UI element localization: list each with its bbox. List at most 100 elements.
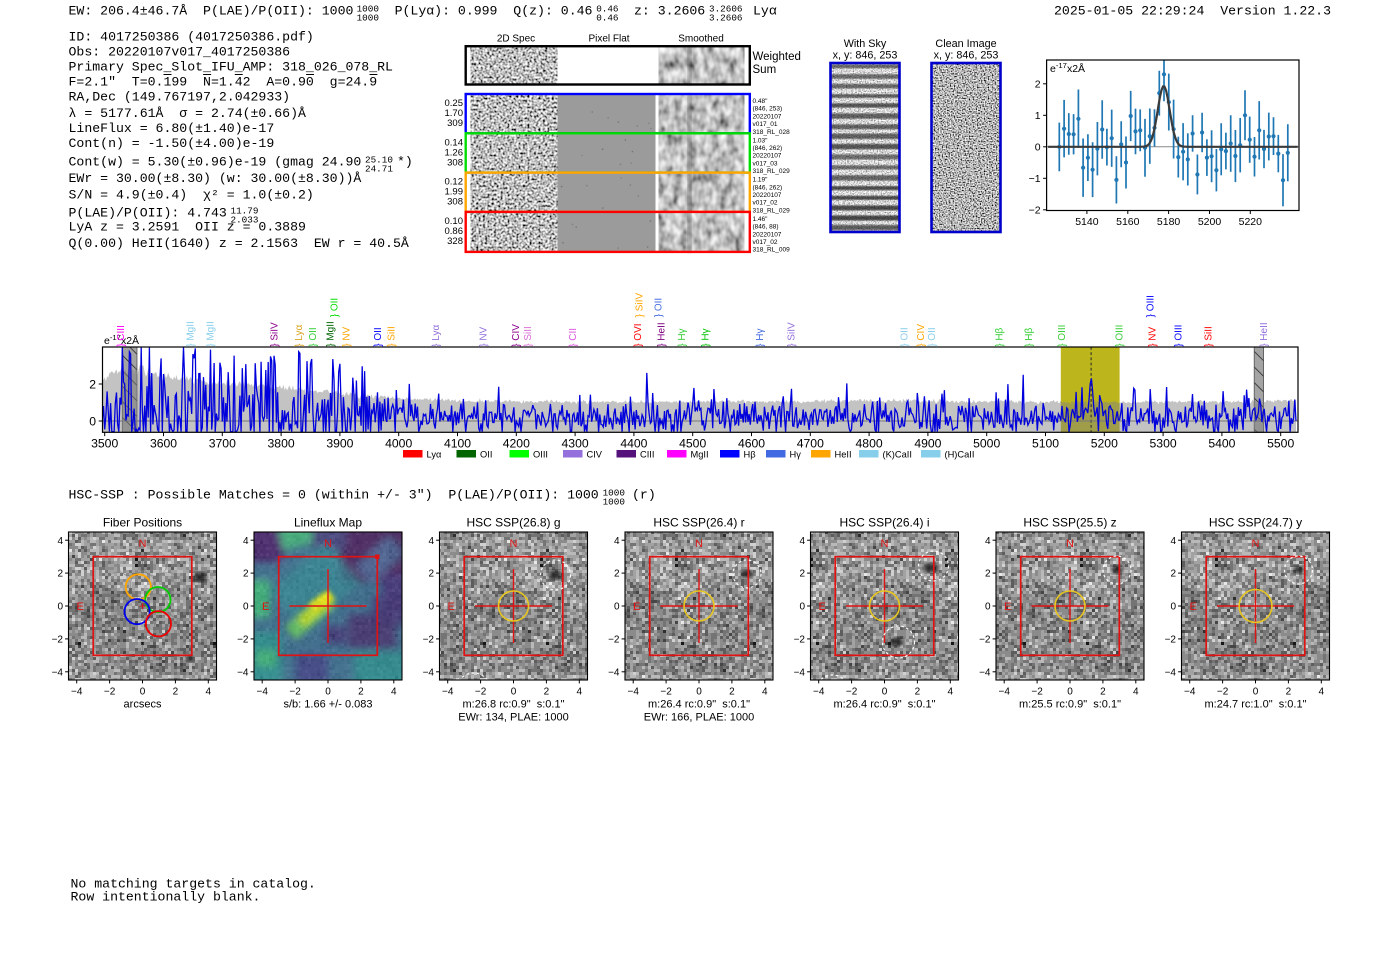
svg-text:S/N = 4.9(±0.4) χ² = 1.0(±0.2: S/N = 4.9(±0.4) χ² = 1.0(±0.2) [69, 188, 314, 203]
svg-text:} OII: } OII [927, 327, 938, 346]
svg-text:HSC SSP(26.8) g: HSC SSP(26.8) g [466, 516, 560, 530]
svg-text:−4: −4 [1165, 667, 1177, 678]
svg-text:1.03": 1.03" [753, 137, 769, 144]
svg-text:1.26: 1.26 [445, 147, 464, 158]
svg-text:x, y: 846, 253: x, y: 846, 253 [934, 50, 999, 62]
svg-text:5160: 5160 [1116, 216, 1140, 228]
svg-text:4900: 4900 [914, 437, 941, 451]
svg-text:−2: −2 [1165, 635, 1177, 646]
svg-text:(K)CaII: (K)CaII [883, 449, 912, 459]
svg-text:F=2.1" T=0.199 N=1.42 A=0.9: F=2.1" T=0.199 N=1.42 A=0.90 g=24.9 [69, 75, 378, 90]
svg-text:v017_03: v017_03 [753, 160, 778, 167]
svg-text:0: 0 [511, 686, 517, 697]
svg-text:(r): (r) [632, 488, 656, 503]
svg-text:20220107: 20220107 [753, 153, 782, 160]
svg-text:Sum: Sum [753, 64, 777, 76]
svg-text:2: 2 [915, 686, 921, 697]
svg-text:Hβ: Hβ [744, 449, 756, 459]
svg-text:0.48": 0.48" [753, 98, 769, 105]
svg-text:} NV: } NV [1147, 326, 1158, 346]
svg-text:E: E [1004, 601, 1011, 613]
svg-text:} OII: } OII [654, 298, 665, 317]
svg-text:4500: 4500 [679, 437, 706, 451]
svg-text:ID: 4017250386 (4017250386.pdf: ID: 4017250386 (4017250386.pdf) [69, 30, 314, 45]
svg-text:RA,Dec (149.767197,2.042933): RA,Dec (149.767197,2.042933) [69, 90, 291, 105]
svg-text:4: 4 [1170, 536, 1176, 547]
svg-text:} OIII: } OIII [1173, 325, 1184, 347]
svg-text:Pixel Flat: Pixel Flat [588, 34, 629, 45]
svg-text:308: 308 [447, 197, 463, 208]
svg-text:5140: 5140 [1075, 216, 1099, 228]
svg-text:E: E [262, 601, 269, 613]
svg-text:−4: −4 [71, 686, 83, 697]
svg-text:3700: 3700 [209, 437, 236, 451]
svg-text:0.86: 0.86 [445, 226, 464, 237]
svg-text:−4: −4 [979, 667, 991, 678]
svg-text:−2: −2 [237, 635, 249, 646]
svg-text:E: E [1190, 601, 1197, 613]
svg-text:} OII: } OII [308, 327, 319, 346]
svg-text:−4: −4 [52, 667, 64, 678]
svg-text:−4: −4 [442, 686, 454, 697]
svg-text:1: 1 [1035, 110, 1041, 122]
svg-text:HSC SSP(26.4) i: HSC SSP(26.4) i [839, 516, 929, 530]
svg-text:4: 4 [57, 536, 63, 547]
svg-text:Cont(w) = 5.30(±0.96)e-19 (gma: Cont(w) = 5.30(±0.96)e-19 (gmag 24.90 [69, 155, 362, 170]
svg-text:0: 0 [614, 602, 620, 613]
svg-text:2: 2 [729, 686, 735, 697]
svg-text:4: 4 [1133, 686, 1139, 697]
svg-text:−4: −4 [627, 686, 639, 697]
svg-text:HeII: HeII [835, 449, 852, 459]
svg-text:HSC SSP(24.7) y: HSC SSP(24.7) y [1209, 516, 1302, 530]
svg-text:} SiIV: } SiIV [635, 293, 646, 318]
svg-text:5500: 5500 [1267, 437, 1294, 451]
svg-text:−4: −4 [608, 667, 620, 678]
svg-text:328: 328 [447, 236, 463, 247]
svg-text:−4: −4 [794, 667, 806, 678]
svg-text:318_RL_029: 318_RL_029 [753, 168, 791, 175]
svg-text:4800: 4800 [856, 437, 883, 451]
svg-text:4: 4 [577, 686, 583, 697]
svg-text:E: E [819, 601, 826, 613]
svg-text:2: 2 [544, 686, 550, 697]
svg-text:−2: −2 [423, 635, 435, 646]
svg-text:OIII: OIII [533, 449, 548, 459]
svg-text:λ = 5177.61Å σ = 2.74(±0.66)Å: λ = 5177.61Å σ = 2.74(±0.66)Å [69, 106, 306, 121]
svg-text:−2: −2 [660, 686, 672, 697]
svg-text:} Lyα: } Lyα [431, 324, 442, 346]
svg-text:} MgII: } MgII [325, 321, 336, 347]
svg-text:4: 4 [985, 536, 991, 547]
svg-text:CIII: CIII [640, 449, 654, 459]
svg-text:0: 0 [89, 414, 96, 428]
svg-text:0: 0 [1035, 142, 1041, 154]
svg-text:2D Spec: 2D Spec [497, 34, 535, 45]
svg-text:N: N [324, 538, 332, 550]
svg-text:P(LAE)/P(OII): 4.743: P(LAE)/P(OII): 4.743 [69, 206, 227, 221]
svg-text:EWr = 30.00(±8.30) (w: 30.00(±: EWr = 30.00(±8.30) (w: 30.00(±8.30))Å [69, 171, 362, 186]
svg-text:m:26.4 rc:0.9" s:0.1": m:26.4 rc:0.9" s:0.1" [648, 699, 750, 711]
svg-text:0.12: 0.12 [445, 177, 464, 188]
svg-text:0.10: 0.10 [445, 216, 464, 227]
svg-text:309: 309 [447, 118, 463, 129]
svg-text:1000: 1000 [603, 496, 625, 507]
svg-text:−2: −2 [1031, 686, 1043, 697]
svg-text:Lyα: Lyα [753, 4, 777, 19]
svg-text:} OII: } OII [330, 298, 341, 317]
svg-text:−4: −4 [1184, 686, 1196, 697]
svg-text:20220107: 20220107 [753, 192, 782, 199]
svg-text:1.46": 1.46" [753, 216, 769, 223]
svg-text:318_RL_029: 318_RL_029 [753, 207, 791, 214]
svg-text:3.2606: 3.2606 [709, 12, 742, 23]
svg-text:24.71: 24.71 [365, 163, 393, 174]
svg-text:N: N [1066, 538, 1074, 550]
svg-text:1.99: 1.99 [445, 187, 464, 198]
svg-text:4700: 4700 [797, 437, 824, 451]
svg-text:2: 2 [1286, 686, 1292, 697]
svg-text:N: N [881, 538, 889, 550]
svg-text:m:26.8 rc:0.9" s:0.1": m:26.8 rc:0.9" s:0.1" [463, 699, 565, 711]
svg-text:4: 4 [614, 536, 620, 547]
svg-text:e-17x2Å: e-17x2Å [104, 333, 139, 347]
svg-text:5220: 5220 [1239, 216, 1263, 228]
svg-text:s/b: 1.66 +/- 0.083: s/b: 1.66 +/- 0.083 [284, 699, 373, 711]
svg-text:3800: 3800 [268, 437, 295, 451]
